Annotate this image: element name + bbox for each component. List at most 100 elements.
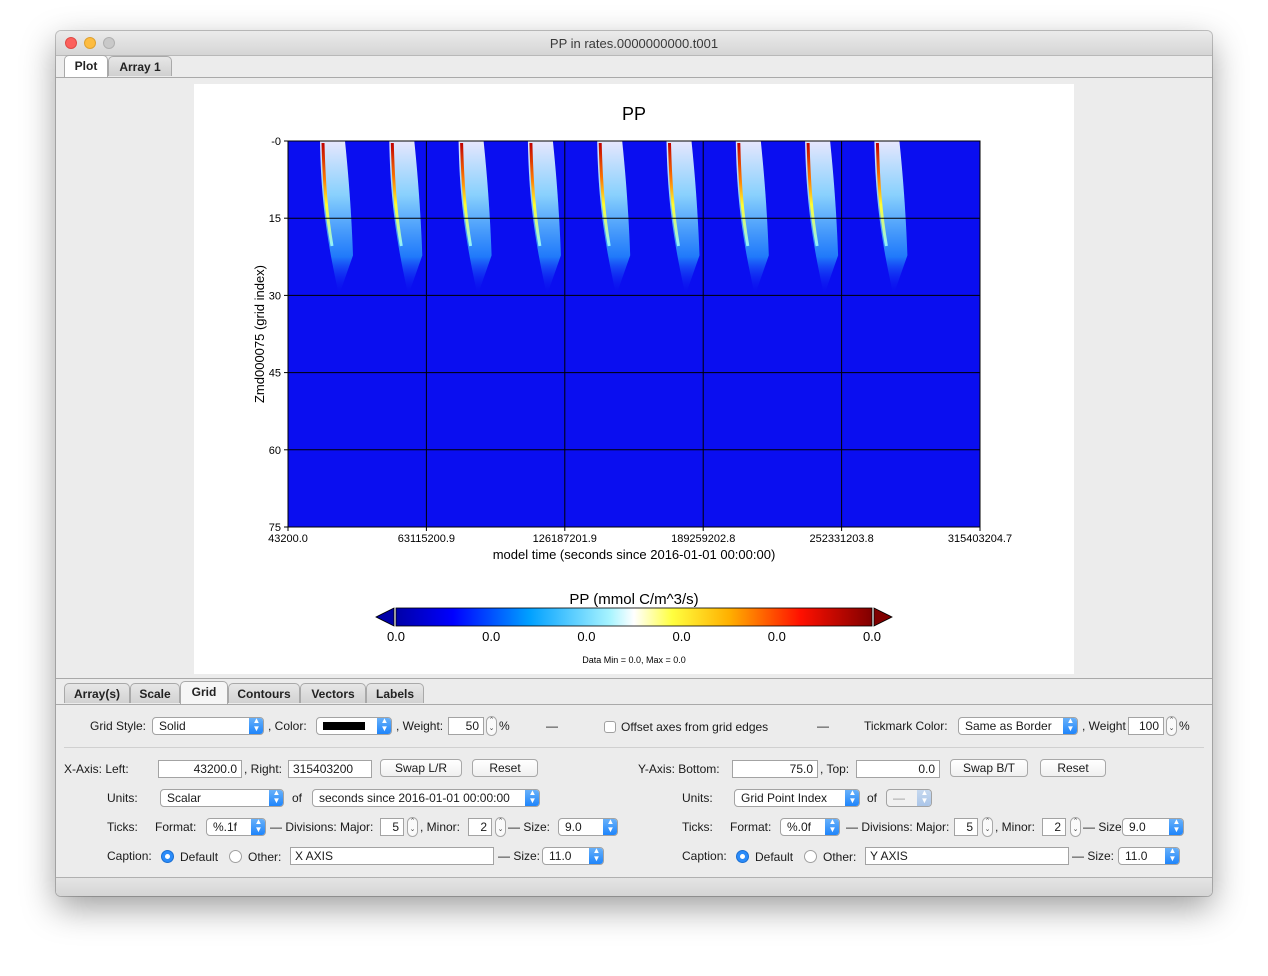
y-of-select[interactable]: — ▲ ▼ [886,789,932,807]
chevron-updown-icon: ▲ ▼ [249,718,263,734]
y-minor-field[interactable]: 2 [1042,818,1066,836]
colorbar-tick-label: 0.0 [387,629,405,644]
x-divisions-label: — Divisions: Major: [270,820,374,834]
colorbar-ticks: 0.0 0.0 0.0 0.0 0.0 0.0 [387,629,881,644]
x-format-select[interactable]: %.1f ▲ ▼ [206,818,266,836]
chevron-updown-icon: ▲ ▼ [825,819,839,835]
bloom-core [668,142,680,247]
x-size-label: — Size: [508,820,551,834]
y-caption-default-radio[interactable] [736,850,749,863]
chevron-updown-icon: ▲ ▼ [525,790,539,806]
x-caption-default-radio[interactable] [161,850,174,863]
chevron-updown-icon: ▲ ▼ [251,819,265,835]
y-divisions-label: — Divisions: Major: [846,820,950,834]
bloom-core [321,142,334,247]
y-tick-label: 60 [269,445,281,457]
y-reset-button[interactable]: Reset [1040,759,1106,777]
chevron-updown-icon: ▲ ▼ [1169,819,1183,835]
grid-lines [288,141,980,527]
colorbar-tick-label: 0.0 [577,629,595,644]
offset-axes-label: Offset axes from grid edges [621,720,769,734]
tick-weight-label: , Weight [1082,719,1126,733]
x-minor-stepper[interactable]: ⌃ ⌄ [495,817,506,837]
tab-plot[interactable]: Plot [64,55,108,77]
x-major-field[interactable]: 5 [380,818,404,836]
x-units-select[interactable]: Scalar ▲ ▼ [160,789,284,807]
tick-weight-stepper[interactable]: ⌃ ⌄ [1166,716,1177,736]
zoom-window-button[interactable] [103,37,115,49]
x-axis-left-field[interactable]: 43200.0 [158,760,242,778]
x-of-select[interactable]: seconds since 2016-01-01 00:00:00 ▲ ▼ [312,789,540,807]
tab-arrays[interactable]: Array(s) [64,683,130,703]
y-major-field[interactable]: 5 [954,818,978,836]
x-caption-size-value: 11.0 [549,849,572,863]
chevron-updown-icon: ▲ ▼ [1165,848,1179,864]
grid-color-label: , Color: [268,719,307,733]
offset-axes-checkbox[interactable] [604,721,616,733]
x-caption-other-radio[interactable] [229,850,242,863]
y-units-label: Units: [682,791,713,805]
y-format-value: %.0f [787,820,812,834]
y-of-label: of [867,791,878,805]
y-size-select[interactable]: 9.0 ▲ ▼ [1122,818,1184,836]
y-axis-top-label: , Top: [820,762,850,776]
color-swatch [323,722,365,730]
separator: — [546,719,558,733]
grid-style-label: Grid Style: [90,719,147,733]
grid-weight-stepper[interactable]: ⌃ ⌄ [486,716,497,736]
y-axis-bottom-field[interactable]: 75.0 [732,760,818,778]
x-caption-size-select[interactable]: 11.0 ▲ ▼ [542,847,604,865]
grid-weight-label: , Weight: [396,719,444,733]
colorbar-tick-label: 0.0 [768,629,786,644]
swap-lr-button[interactable]: Swap L/R [380,759,462,777]
x-major-stepper[interactable]: ⌃ ⌄ [407,817,418,837]
x-reset-button[interactable]: Reset [472,759,538,777]
x-tick-label: 63115200.9 [398,533,455,545]
x-caption-field[interactable]: X AXIS [290,847,494,865]
x-caption-size-label: — Size: [498,849,541,863]
grid-color-select[interactable]: ▲ ▼ [316,717,392,735]
title-bar: PP in rates.0000000000.t001 [56,31,1212,56]
swap-bt-button[interactable]: Swap B/T [950,759,1028,777]
y-axis-top-field[interactable]: 0.0 [856,760,940,778]
y-units-select[interactable]: Grid Point Index ▲ ▼ [734,789,860,807]
y-tick-label: 30 [269,290,281,302]
bloom-core [806,142,819,247]
x-axis-right-label: , Right: [244,762,283,776]
tab-array-1[interactable]: Array 1 [108,56,172,76]
y-major-stepper[interactable]: ⌃ ⌄ [982,817,993,837]
y-minor-stepper[interactable]: ⌃ ⌄ [1070,817,1081,837]
y-caption-other-radio[interactable] [804,850,817,863]
y-caption-field[interactable]: Y AXIS [865,847,1069,865]
close-window-button[interactable] [65,37,77,49]
colorbar-tick-label: 0.0 [482,629,500,644]
minimize-window-button[interactable] [84,37,96,49]
x-axis-left-label: X-Axis: Left: [64,762,129,776]
grid-style-select[interactable]: Solid ▲ ▼ [152,717,264,735]
tab-contours[interactable]: Contours [228,683,300,703]
x-size-select[interactable]: 9.0 ▲ ▼ [558,818,618,836]
tab-vectors[interactable]: Vectors [300,683,366,703]
colorbar [395,607,873,627]
tab-grid[interactable]: Grid [180,681,228,704]
section-divider [64,747,1204,748]
y-caption-size-label: — Size: [1072,849,1115,863]
y-size-value: 9.0 [1129,820,1146,834]
options-panel: Array(s) Scale Grid Contours Vectors Lab… [56,678,1212,896]
y-axis-bottom-label: Y-Axis: Bottom: [638,762,720,776]
x-axis-right-field[interactable]: 315403200 [288,760,372,778]
bloom-core [737,142,750,247]
x-minor-field[interactable]: 2 [468,818,492,836]
x-tick-label: 126187201.9 [533,533,597,545]
window-title: PP in rates.0000000000.t001 [549,36,719,51]
x-format-label: Format: [155,820,197,834]
y-tick-label: 15 [269,213,281,225]
grid-weight-field[interactable]: 50 [448,717,484,735]
y-format-select[interactable]: %.0f ▲ ▼ [780,818,840,836]
y-tick-labels: -0 15 30 45 60 75 [269,136,288,534]
tab-labels[interactable]: Labels [366,683,424,703]
tick-weight-field[interactable]: 100 [1128,717,1164,735]
tab-scale[interactable]: Scale [130,683,180,703]
tickmark-color-select[interactable]: Same as Border ▲ ▼ [958,717,1078,735]
y-caption-size-select[interactable]: 11.0 ▲ ▼ [1118,847,1180,865]
